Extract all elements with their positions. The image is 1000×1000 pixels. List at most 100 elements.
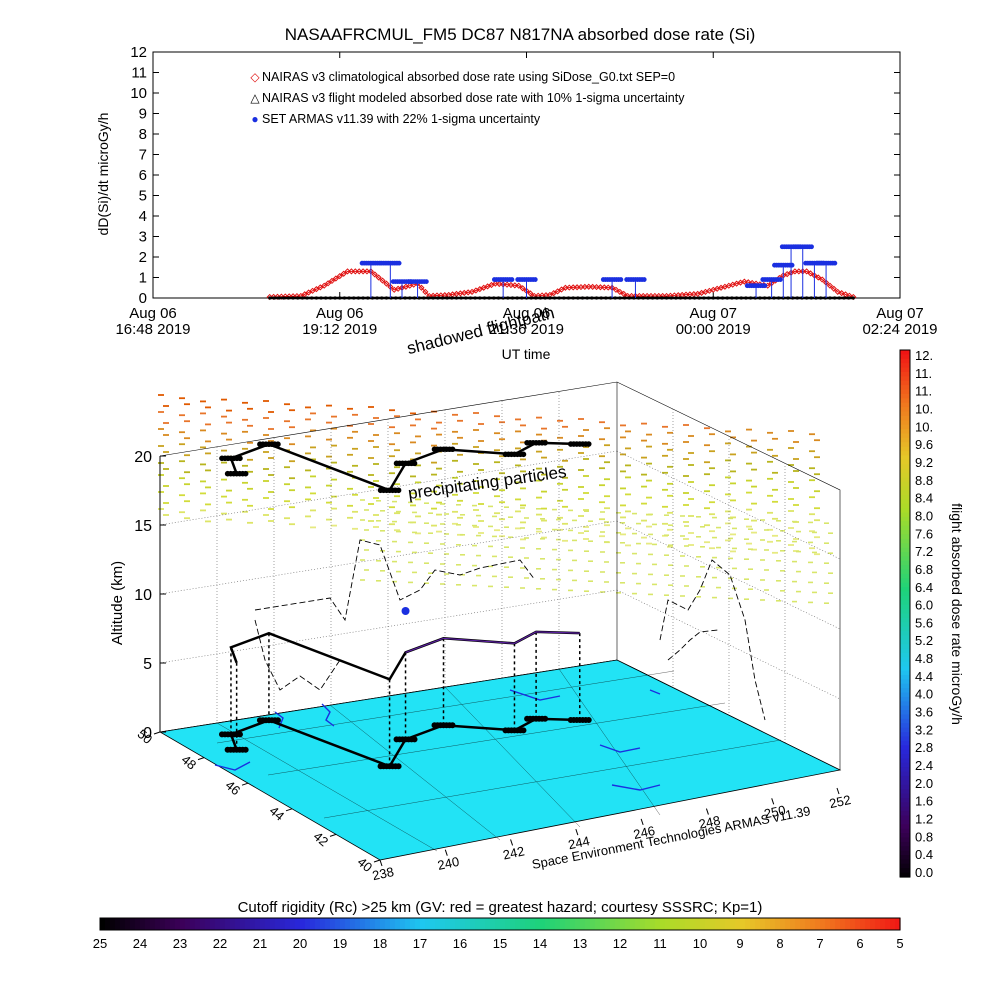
latitude-tick-label: 46 bbox=[223, 777, 244, 798]
colorbar-swatch bbox=[220, 918, 226, 930]
colorbar-swatch bbox=[590, 918, 596, 930]
data-point bbox=[819, 296, 823, 300]
colorbar-swatch bbox=[415, 918, 421, 930]
series-nairas_flight bbox=[268, 296, 855, 300]
colorbar-swatch bbox=[900, 402, 910, 408]
data-point bbox=[361, 296, 365, 300]
data-point bbox=[826, 282, 834, 289]
data-point bbox=[422, 296, 426, 300]
colorbar-swatch bbox=[430, 918, 436, 930]
colorbar-swatch bbox=[900, 780, 910, 786]
colorbar-tick-label: 6 bbox=[856, 936, 863, 951]
altitude-tick-label: 5 bbox=[143, 656, 152, 673]
data-point bbox=[683, 296, 687, 300]
colorbar-swatch bbox=[490, 918, 496, 930]
data-point bbox=[356, 296, 361, 300]
colorbar-swatch bbox=[900, 811, 910, 817]
colorbar-swatch bbox=[510, 918, 516, 930]
shadowed-path-point bbox=[275, 441, 281, 448]
colorbar-swatch bbox=[900, 560, 910, 566]
ground-track-point bbox=[242, 746, 249, 753]
longitude-tick-label: 242 bbox=[501, 843, 525, 862]
colorbar-swatch bbox=[615, 918, 621, 930]
longitude-tick-label: 246 bbox=[632, 823, 656, 842]
data-point bbox=[338, 296, 342, 300]
colorbar-swatch bbox=[775, 918, 781, 930]
shadowed-path-point bbox=[411, 460, 418, 467]
colorbar-swatch bbox=[755, 918, 761, 930]
colorbar-swatch bbox=[285, 918, 291, 930]
shadowed-path-point bbox=[542, 439, 548, 446]
colorbar-swatch bbox=[405, 918, 411, 930]
data-point bbox=[815, 274, 822, 281]
colorbar-swatch bbox=[720, 918, 726, 930]
data-point bbox=[532, 277, 538, 282]
colorbar-swatch bbox=[380, 918, 386, 930]
colorbar-swatch bbox=[715, 918, 721, 930]
y-tick-label: 9 bbox=[139, 106, 147, 123]
colorbar-swatch bbox=[120, 918, 126, 930]
colorbar-swatch bbox=[900, 837, 910, 843]
ground-track-point bbox=[449, 722, 456, 729]
latitude-tick bbox=[373, 859, 381, 863]
longitude-tick-label: 240 bbox=[436, 854, 460, 873]
data-point bbox=[593, 283, 600, 291]
ground-track-point bbox=[236, 731, 243, 738]
colorbar-swatch bbox=[595, 918, 601, 930]
colorbar-swatch bbox=[645, 918, 651, 930]
colorbar-swatch bbox=[330, 918, 336, 930]
latitude-tick bbox=[285, 808, 293, 812]
colorbar-swatch bbox=[425, 918, 431, 930]
colorbar-tick-label: 7.2 bbox=[915, 544, 933, 559]
colorbar-swatch bbox=[450, 918, 456, 930]
data-point bbox=[291, 296, 295, 300]
colorbar-swatch bbox=[900, 455, 910, 461]
dose-rate-colorbar: 12. 11. 11. 10. 10. 9.6 9.2 8.8 8.4 8.0 7.6 7.2 6.8 6… bbox=[899, 348, 933, 880]
latitude-tick bbox=[241, 782, 249, 786]
data-point bbox=[464, 296, 468, 300]
y-tick-label: 1 bbox=[139, 270, 147, 287]
data-point bbox=[538, 296, 543, 300]
data-point bbox=[678, 296, 683, 300]
legend-symbol-nairas_flight: △ bbox=[250, 91, 260, 105]
colorbar-swatch bbox=[315, 918, 321, 930]
data-point bbox=[803, 268, 810, 275]
colorbar-swatch bbox=[165, 918, 171, 930]
data-point bbox=[646, 296, 650, 300]
colorbar-tick-label: 24 bbox=[133, 936, 147, 951]
shadowed-path-point bbox=[395, 487, 402, 494]
x-tick-time: 16:48 2019 bbox=[115, 321, 190, 338]
colorbar-tick-label: 12. bbox=[915, 348, 933, 363]
data-point bbox=[763, 296, 767, 300]
data-point bbox=[403, 296, 407, 300]
plot-frame bbox=[152, 51, 901, 299]
colorbar-swatch bbox=[650, 918, 656, 930]
colorbar-swatch bbox=[900, 516, 910, 522]
colorbar-swatch bbox=[900, 841, 910, 847]
colorbar-swatch bbox=[780, 918, 786, 930]
colorbar-tick-label: 16 bbox=[453, 936, 467, 951]
colorbar-swatch bbox=[640, 918, 646, 930]
colorbar-swatch bbox=[900, 573, 910, 579]
colorbar-swatch bbox=[870, 918, 876, 930]
colorbar-tick-label: 4.4 bbox=[915, 669, 933, 684]
data-point bbox=[725, 296, 729, 300]
data-point bbox=[608, 296, 613, 300]
colorbar-swatch bbox=[810, 918, 816, 930]
data-point bbox=[412, 296, 417, 300]
data-point bbox=[534, 296, 538, 300]
data-point bbox=[396, 260, 402, 266]
altitude-axis: 0 5 10 15 20 bbox=[134, 449, 166, 742]
data-point bbox=[380, 296, 384, 300]
colorbar-swatch bbox=[395, 918, 401, 930]
colorbar-swatch bbox=[900, 595, 910, 601]
data-point bbox=[408, 296, 412, 300]
data-point bbox=[548, 296, 552, 300]
colorbar-swatch bbox=[900, 565, 910, 571]
colorbar-swatch bbox=[275, 918, 281, 930]
ground-track-point bbox=[395, 763, 402, 770]
data-point bbox=[370, 296, 375, 300]
data-point bbox=[571, 296, 575, 300]
longitude-tick bbox=[444, 849, 448, 856]
